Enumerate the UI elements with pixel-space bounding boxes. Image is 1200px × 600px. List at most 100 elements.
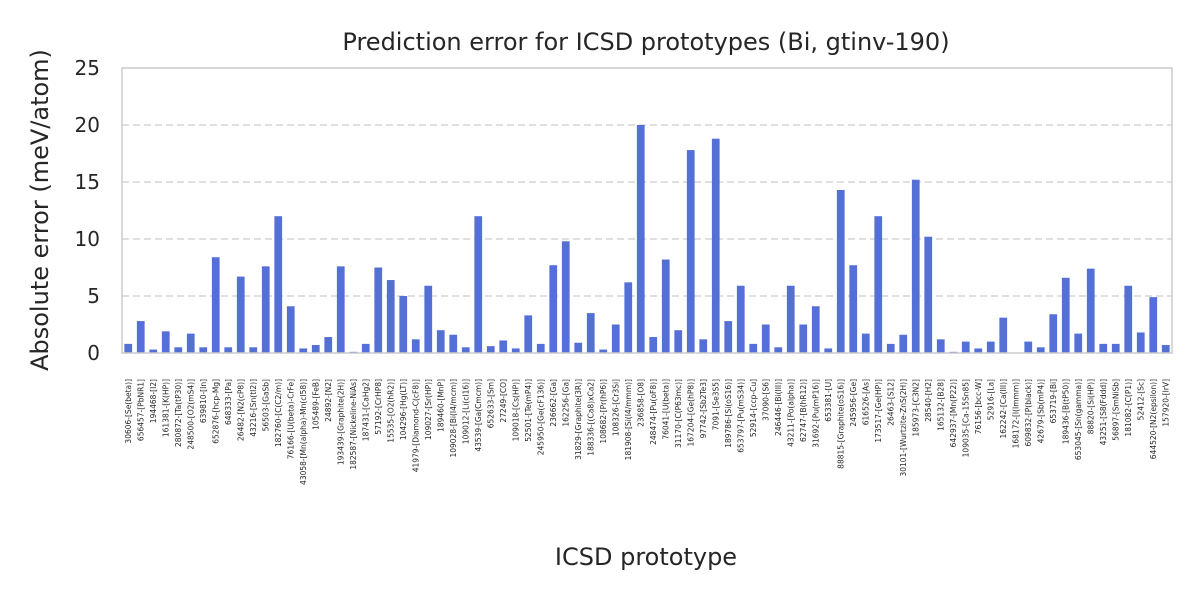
- bar: [511, 348, 520, 353]
- x-tick-label: 162242-[Ca(III)]: [999, 379, 1008, 439]
- x-tick-label: 30101-[Wurtzite-ZnS(2H)]: [899, 379, 908, 477]
- bar: [549, 265, 558, 353]
- bar: [986, 341, 995, 353]
- x-tick-label: 88820-[Si(HP)]: [1086, 379, 1095, 434]
- x-tick-label: 37090-[S6]: [761, 379, 770, 421]
- bar: [624, 282, 633, 353]
- x-tick-label: 648333-[Pa]: [224, 379, 233, 425]
- y-tick-label: 10: [75, 227, 100, 251]
- x-tick-label: 248474-[Pu(oF8)]: [649, 379, 658, 445]
- x-tick-label: 639810-[In]: [199, 379, 208, 423]
- bar: [311, 345, 320, 353]
- bar: [499, 340, 508, 353]
- x-tick-label: 27249-[CO]: [499, 379, 508, 423]
- bar: [599, 349, 608, 353]
- bar: [649, 337, 658, 353]
- x-tick-label: 108682-[Pr(hP6)]: [599, 379, 608, 444]
- x-tick-label: 43058-[Mn(alpha)-Mn(cI58)]: [299, 379, 308, 485]
- x-tick-label: 97742-[Sb2Te3]: [699, 379, 708, 438]
- bar: [911, 179, 920, 353]
- bar: [474, 216, 483, 353]
- x-tick-label: 109018-[Cs(HP)]: [511, 379, 520, 441]
- x-tick-label: 30606-[Se(beta)]: [124, 379, 133, 444]
- bar: [774, 347, 783, 353]
- bar: [236, 276, 245, 353]
- y-tick-label: 25: [75, 56, 100, 80]
- x-tick-label: 76041-[U(beta)]: [661, 379, 670, 440]
- x-tick-label: 236858-[O8]: [636, 379, 645, 427]
- bar: [486, 346, 495, 353]
- x-tick-label: 245956-[Ge]: [849, 379, 858, 427]
- bar: [574, 342, 583, 353]
- bar: [1049, 314, 1058, 353]
- bar: [386, 280, 395, 353]
- bar: [274, 216, 283, 353]
- x-tick-label: 236662-[Ga]: [549, 379, 558, 427]
- bar: [1099, 343, 1108, 353]
- x-tick-label: 616526-[As]: [861, 379, 870, 425]
- bar: [211, 257, 220, 353]
- bar: [724, 321, 733, 353]
- x-tick-label: 193439-[Graphite(2H)]: [336, 379, 345, 465]
- x-tick-label: 43251-[S8(Fddd)]: [1099, 379, 1108, 445]
- x-tick-label: 173517-[Ge(HP)]: [874, 379, 883, 443]
- y-tick-label: 15: [75, 170, 100, 194]
- bar: [824, 348, 833, 353]
- x-tick-label: 162256-[Ga]: [561, 379, 570, 427]
- bar: [411, 339, 420, 353]
- bar: [924, 236, 933, 353]
- x-tick-label: 88815-[Graphite(oS16)]: [836, 379, 845, 469]
- x-tick-label: 194468-[I2]: [149, 379, 158, 423]
- x-tick-label: 644520-[N2(epsilon)]: [1149, 379, 1158, 459]
- bar: [136, 321, 145, 353]
- x-tick-label: 189436-[B(tP50)]: [1061, 379, 1070, 444]
- chart-title: Prediction error for ICSD prototypes (Bi…: [342, 28, 949, 56]
- bar: [536, 343, 545, 353]
- x-tick-label: 76166-[U(beta)-CrFe]: [286, 379, 295, 459]
- y-tick-label: 0: [87, 341, 100, 365]
- bar: [586, 313, 595, 353]
- bar: [161, 331, 170, 353]
- bar: [336, 266, 345, 353]
- bar: [124, 343, 133, 353]
- y-tick-label: 5: [87, 284, 100, 308]
- x-tick-label: 161381-[K(HP)]: [161, 379, 170, 437]
- x-tick-label: 642937-[Mn(P22)]: [949, 379, 958, 447]
- x-tick-labels: 30606-[Se(beta)] 656457-[PbNR1] 194468-[I2…: [124, 379, 1171, 485]
- bar: [699, 339, 708, 353]
- x-tick-label: 31170-[C(P63mc)]: [674, 379, 683, 448]
- x-tick-label: 248500-[O2(mS4)]: [186, 379, 195, 450]
- bar: [361, 343, 370, 353]
- bar: [324, 337, 333, 353]
- x-tick-label: 245950-[Ge(cF136)]: [536, 379, 545, 455]
- x-tick-label: 76156-[bcc-W]: [974, 379, 983, 434]
- bar: [611, 324, 620, 353]
- x-tick-label: 181082-[C(P1)]: [1124, 379, 1133, 437]
- x-tick-label: 43211-[Po(alpha)]: [786, 379, 795, 447]
- bar: [374, 267, 383, 353]
- x-tick-label: 168172-[I(Immm)]: [1011, 379, 1020, 448]
- x-tick-label: 15535-[O2(hR2)]: [386, 379, 395, 443]
- x-tick-label: 56503-[GaSb]: [261, 379, 270, 431]
- bar: [961, 341, 970, 353]
- x-tick-label: 41979-[Diamond-C(cF8)]: [411, 379, 420, 472]
- bar: [874, 216, 883, 353]
- x-tick-label: 52412-[Sc]: [1136, 379, 1145, 420]
- x-tick-label: 31829-[Graphite(3R)]: [574, 379, 583, 460]
- bars: [124, 125, 1170, 353]
- x-tick-label: 653045-[Sn(gamma)]: [1074, 379, 1083, 460]
- x-tick-label: 109028-[Bi(I4/mcm)]: [449, 379, 458, 458]
- bar: [1161, 345, 1170, 353]
- bar: [1061, 277, 1070, 353]
- bar: [1036, 347, 1045, 353]
- x-tick-label: 182587-[Nickeline-NiAs]: [349, 379, 358, 470]
- x-tick-label: 52914-[ccp-Cu]: [749, 379, 758, 437]
- x-tick-label: 189786-[Si(oS16)]: [724, 379, 733, 448]
- bar: [224, 347, 233, 353]
- bar: [886, 343, 895, 353]
- x-tick-label: 62747-[B(hR12)]: [799, 379, 808, 442]
- bar: [249, 347, 258, 353]
- bar: [561, 241, 570, 353]
- x-tick-label: 181908-[Si(I4/mmm)]: [624, 379, 633, 460]
